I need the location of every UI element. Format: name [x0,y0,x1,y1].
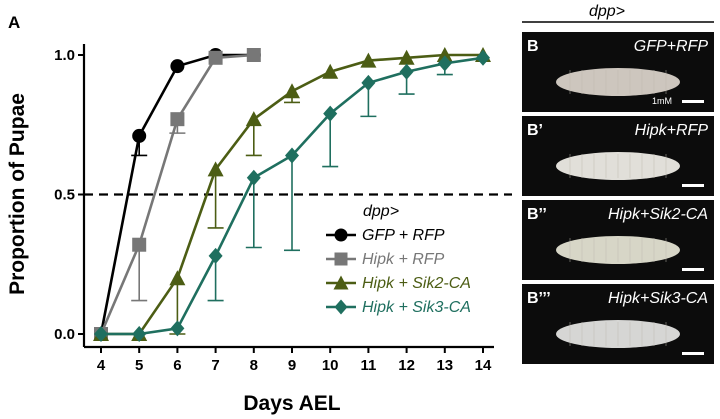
photo-panel-0: B GFP+RFP 1mM [522,32,714,112]
x-axis-title: Days AEL [243,392,340,415]
data-point [399,63,414,80]
photo-panel-letter: B’’’ [527,290,551,307]
data-point [398,49,415,65]
data-point [476,49,490,66]
photo-panel-label: Hipk+Sik2-CA [608,206,708,223]
photo-panel-3: B’’’ Hipk+Sik3-CA [522,284,714,364]
data-point [170,320,185,337]
data-point [94,326,108,342]
x-tick-label: 4 [97,357,106,374]
data-point [245,111,262,127]
photo-header: dpp> [589,3,625,20]
data-point [170,112,185,127]
series-3 [94,49,490,342]
x-tick-label: 13 [436,357,453,374]
x-tick-label: 9 [288,357,296,374]
data-point [132,326,147,342]
legend-entry: GFP + RFP [362,227,445,244]
data-point [285,147,299,164]
data-point [437,55,452,72]
legend-title: dpp> [363,203,399,220]
legend-entry: Hipk + Sik2-CA [362,275,471,292]
photo-list: B GFP+RFP 1mM B’ Hipk+RFP B’’ Hipk+Sik2-CA B’’’… [522,32,714,364]
pupation-chart: Proportion of Pupae Days AEL 0.0 0.5 1.0 4 5… [6,44,512,415]
data-point [333,275,349,290]
scale-bar [682,100,704,103]
photo-panel-label: Hipk+RFP [635,122,709,139]
x-tick-label: 5 [135,357,143,374]
legend: dpp> GFP + RFP Hipk + RFP Hipk + Sik2-CA Hip… [326,203,471,316]
scale-bar [682,268,704,271]
x-tick-label: 12 [398,357,415,374]
legend-entry: Hipk + Sik3-CA [362,299,471,316]
data-point [334,252,348,266]
data-point [169,270,186,286]
scale-bar-label: 1mM [652,96,672,106]
x-tick-label: 11 [360,357,376,374]
scale-bar [682,352,704,355]
photo-panel-letter: B’’ [527,206,547,223]
photo-panel-1: B’ Hipk+RFP [522,116,714,196]
photo-panel-label: GFP+RFP [634,38,709,55]
x-tick-label: 10 [322,357,339,374]
photo-panel-letter: B’ [527,122,543,139]
data-point [322,63,339,79]
panel-a-letter: A [8,13,20,32]
data-point [334,299,348,315]
data-point [132,237,147,252]
x-tick-label: 7 [211,357,219,374]
photo-panel-2: B’’ Hipk+Sik2-CA [522,200,714,280]
data-point [208,247,223,264]
data-point [246,169,261,186]
x-tick-label: 14 [475,357,492,374]
data-point [334,228,348,242]
data-point [284,83,300,99]
scale-bar [682,184,704,187]
data-point [323,105,338,122]
data-point [207,161,224,177]
y-tick-label: 0.0 [54,326,75,343]
data-point [436,47,453,62]
data-point [132,128,147,143]
data-point [246,48,261,62]
y-tick-label: 0.5 [54,187,75,204]
x-tick-label: 8 [250,357,258,374]
data-point [208,50,223,65]
y-axis-title: Proportion of Pupae [6,93,29,295]
legend-entry: Hipk + RFP [362,251,445,268]
y-tick-label: 1.0 [54,47,75,64]
chart-axes: 0.0 0.5 1.0 4 5 6 7 8 9 10 11 12 13 14 [54,44,494,374]
photo-panel-label: Hipk+Sik3-CA [608,290,708,307]
series-group [93,47,491,342]
x-tick-label: 6 [173,357,181,374]
data-point [361,74,376,91]
data-point [170,59,185,74]
photo-panel-letter: B [527,38,539,55]
data-point [360,52,377,68]
photo-panel-group: dpp> B GFP+RFP 1mM B’ Hipk+RFP B’’ Hipk+Sik2-C… [522,3,714,364]
